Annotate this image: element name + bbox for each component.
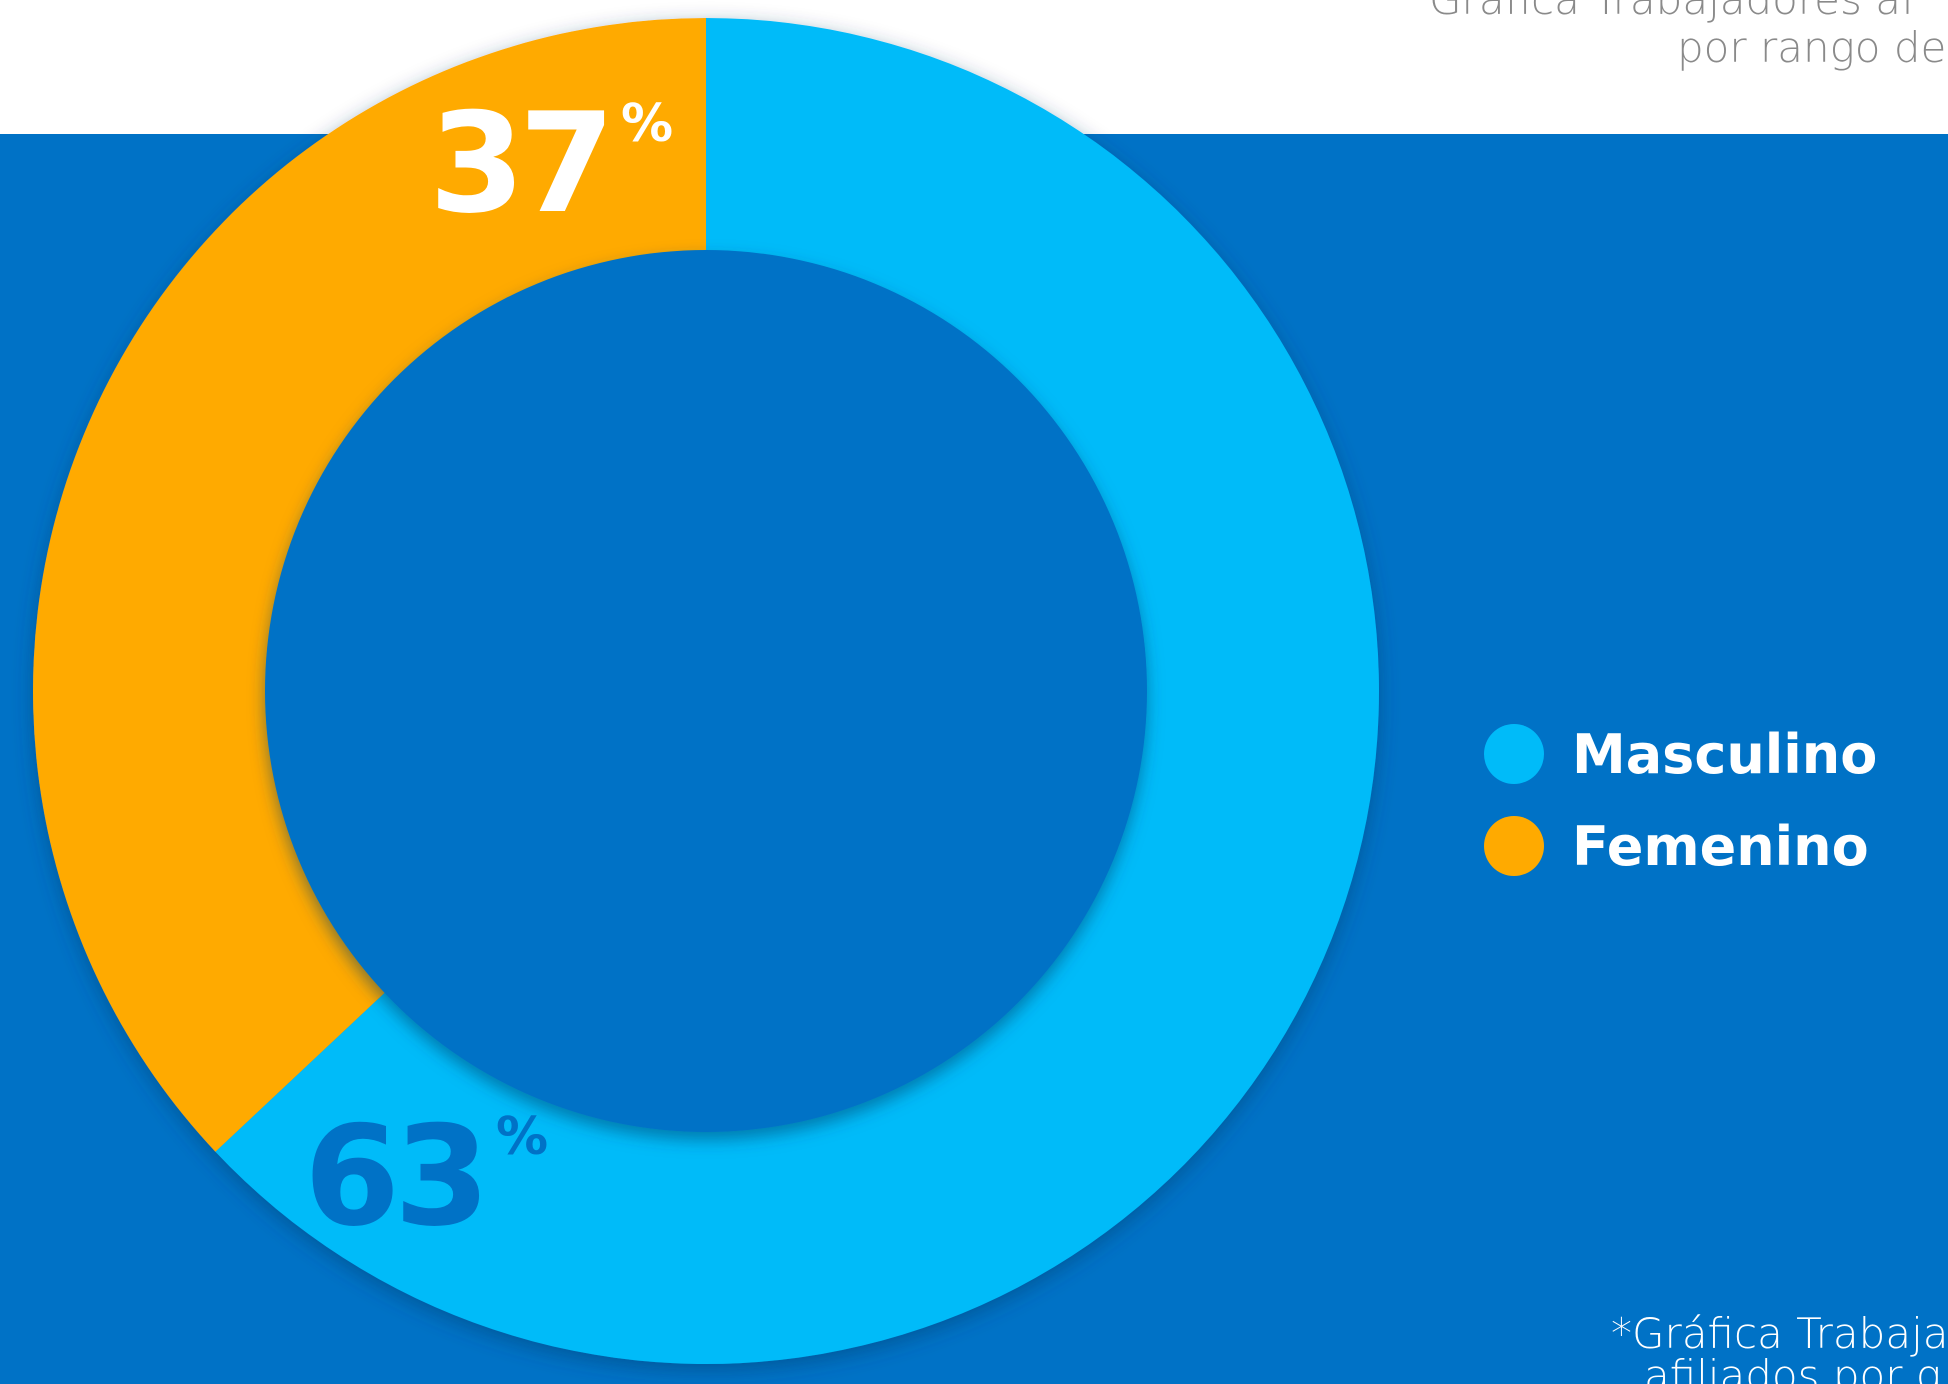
title-line: por rango de: [1677, 23, 1946, 72]
note-line: *Gráfica Trabaja: [1611, 1309, 1948, 1358]
legend-swatch: [1484, 816, 1544, 876]
note-line: afiliados por g: [1644, 1351, 1941, 1384]
legend-label: Femenino: [1572, 815, 1869, 878]
legend-swatch: [1484, 724, 1544, 784]
title-line: Gráfica Trabajadores af: [1429, 0, 1916, 24]
legend: Masculino Femenino: [1484, 723, 1877, 878]
legend-label: Masculino: [1572, 723, 1877, 786]
donut-hole: [265, 250, 1147, 1132]
